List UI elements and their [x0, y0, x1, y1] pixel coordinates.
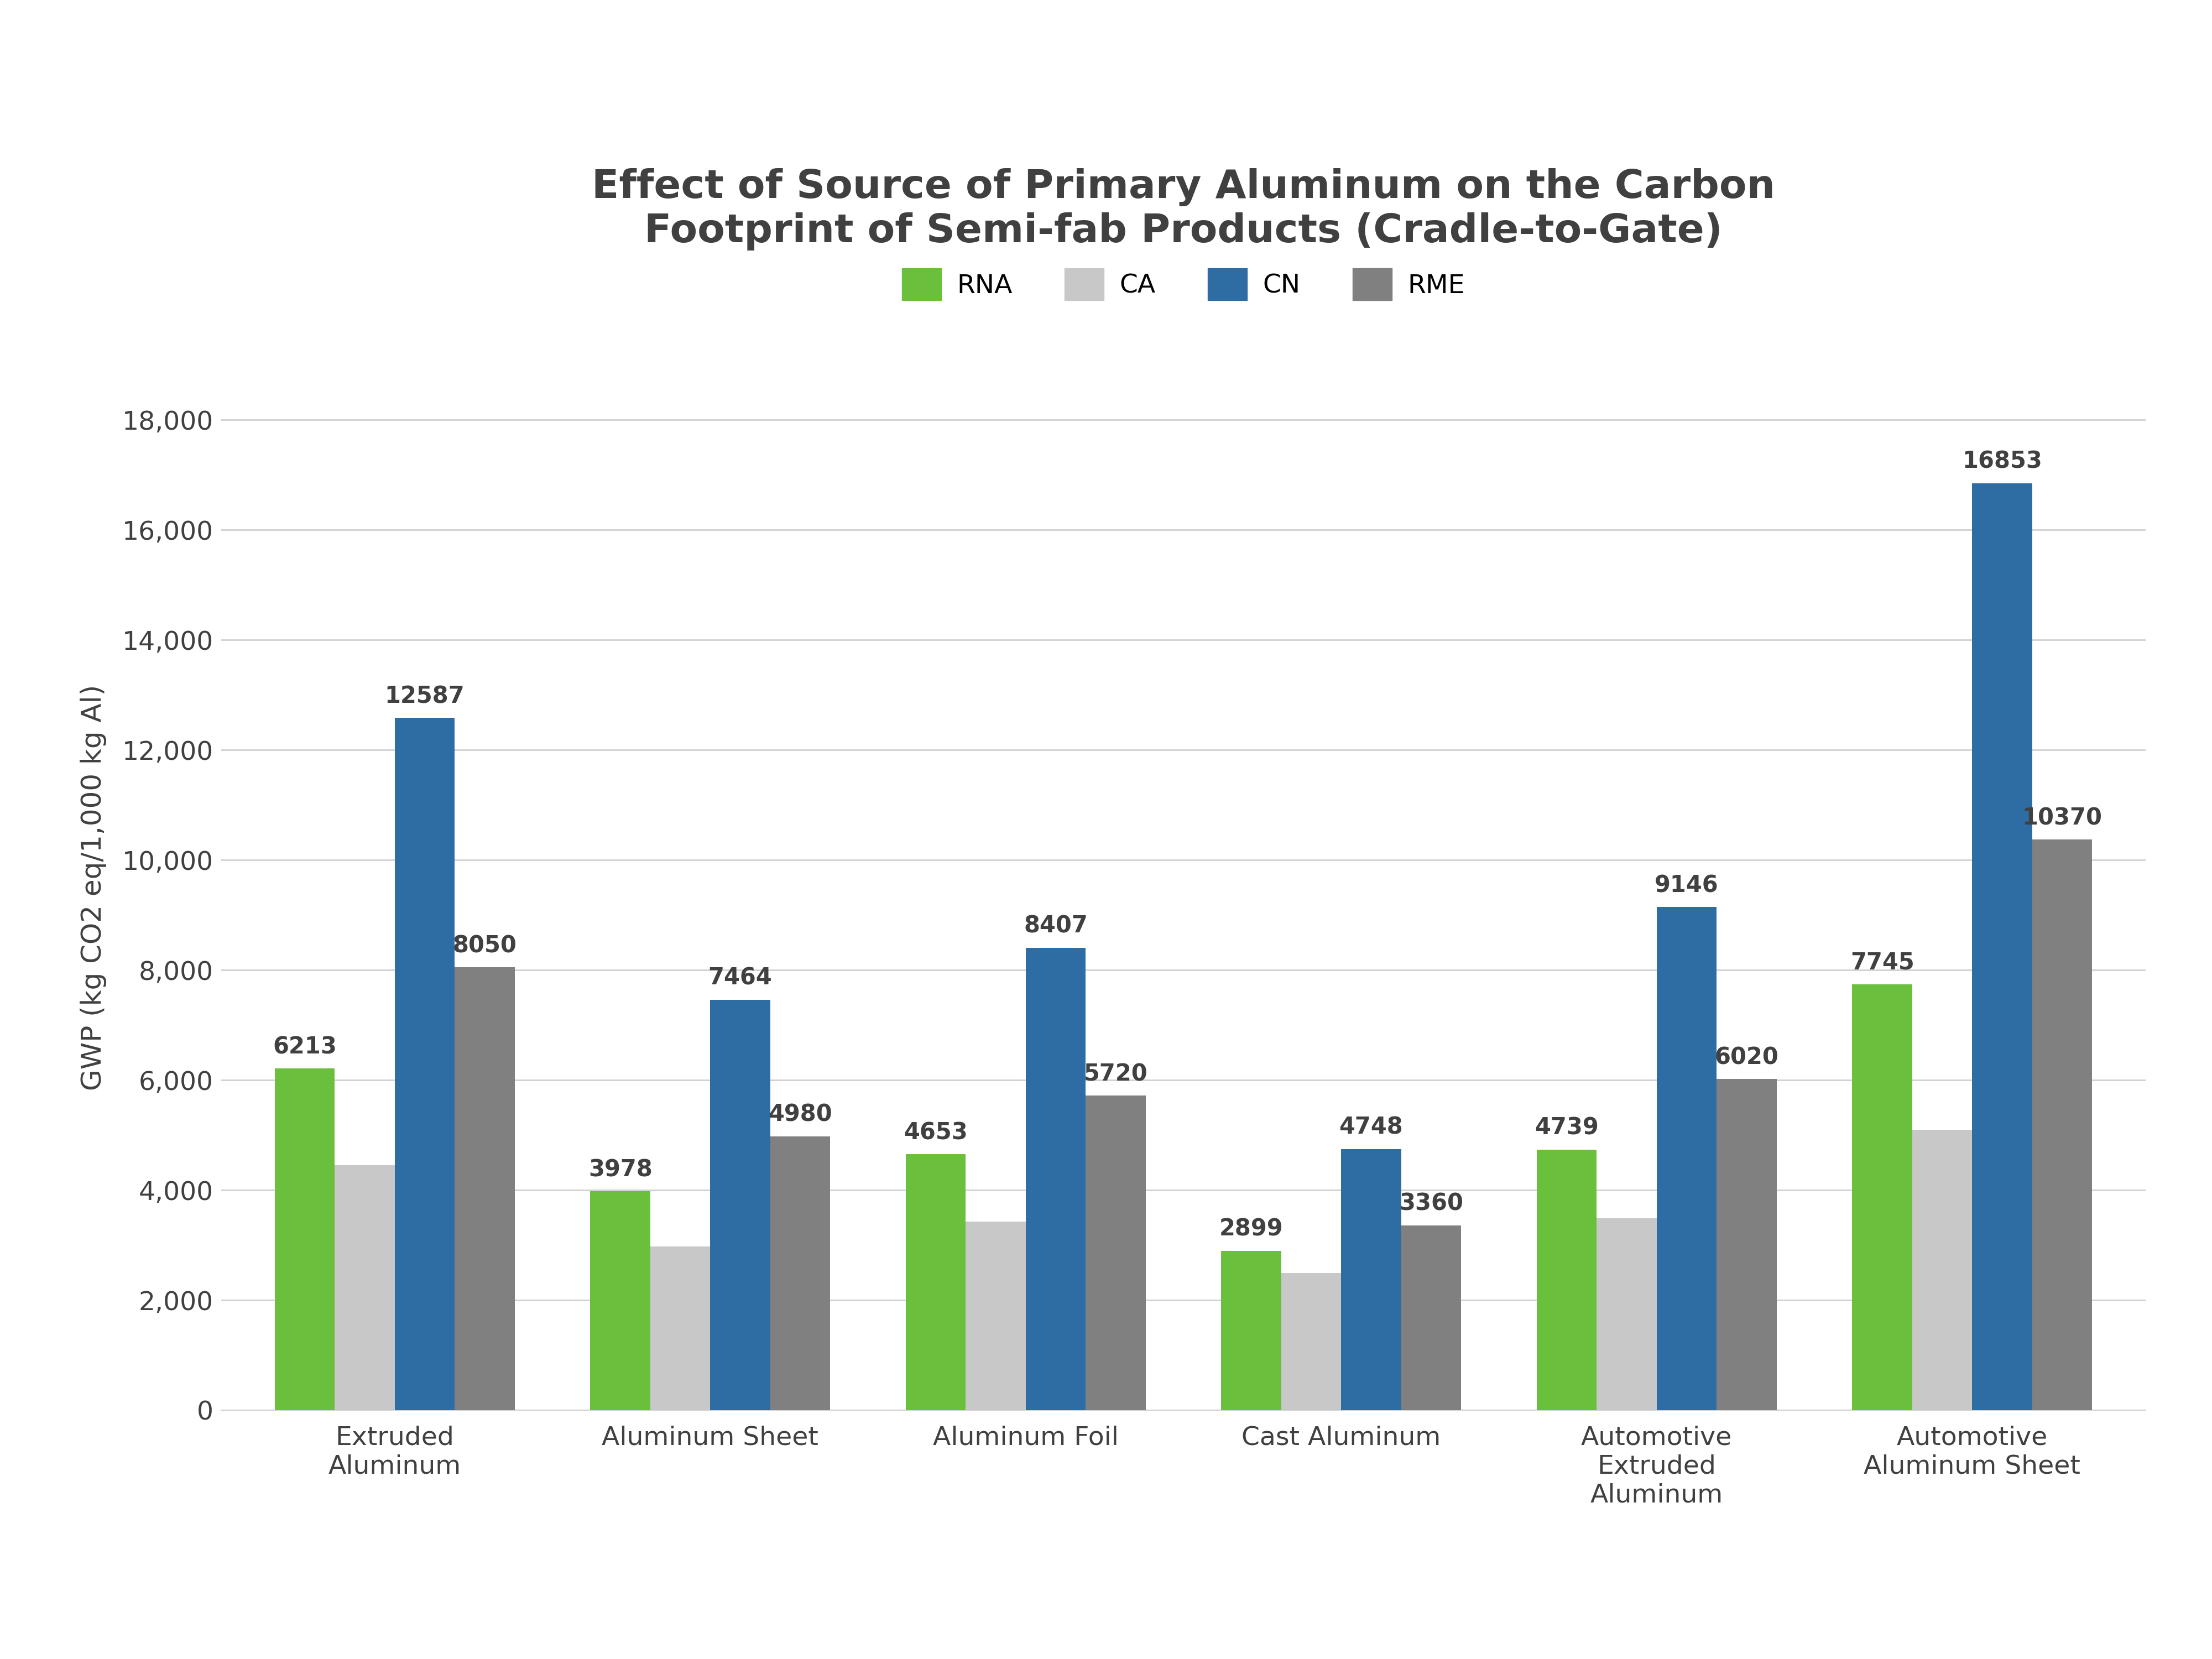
Bar: [274, 1068, 334, 1410]
Bar: [1657, 907, 1717, 1410]
Legend: RNA, CA, CN, RME: RNA, CA, CN, RME: [891, 257, 1475, 310]
Bar: [456, 967, 515, 1410]
Bar: [1281, 1272, 1340, 1410]
Text: 7464: 7464: [708, 967, 772, 990]
Text: 7745: 7745: [1849, 951, 1913, 974]
Text: 9146: 9146: [1655, 874, 1719, 898]
Text: 4653: 4653: [905, 1121, 969, 1145]
Bar: [2033, 839, 2093, 1410]
Bar: [905, 1155, 967, 1410]
Text: 6020: 6020: [1714, 1045, 1778, 1068]
Bar: [650, 1246, 710, 1410]
Title: Effect of Source of Primary Aluminum on the Carbon
Footprint of Semi-fab Product: Effect of Source of Primary Aluminum on …: [593, 168, 1774, 251]
Bar: [1340, 1150, 1400, 1410]
Y-axis label: GWP (kg CO2 eq/1,000 kg Al): GWP (kg CO2 eq/1,000 kg Al): [80, 685, 106, 1090]
Bar: [710, 1000, 770, 1410]
Bar: [394, 718, 456, 1410]
Bar: [1973, 483, 2033, 1410]
Bar: [1400, 1226, 1462, 1410]
Text: 3978: 3978: [588, 1158, 653, 1181]
Text: 12587: 12587: [385, 685, 465, 708]
Text: 4748: 4748: [1338, 1117, 1402, 1140]
Bar: [1026, 947, 1086, 1410]
Bar: [334, 1165, 394, 1410]
Bar: [1086, 1095, 1146, 1410]
Text: 8050: 8050: [453, 934, 518, 957]
Bar: [1221, 1251, 1281, 1410]
Bar: [1537, 1150, 1597, 1410]
Bar: [1911, 1130, 1973, 1410]
Text: 10370: 10370: [2022, 806, 2101, 830]
Text: 5720: 5720: [1084, 1062, 1148, 1085]
Bar: [1597, 1218, 1657, 1410]
Text: 4739: 4739: [1535, 1117, 1599, 1140]
Text: 16853: 16853: [1962, 450, 2042, 473]
Bar: [591, 1191, 650, 1410]
Text: 4980: 4980: [768, 1103, 832, 1126]
Bar: [770, 1136, 830, 1410]
Text: 2899: 2899: [1219, 1218, 1283, 1241]
Text: 8407: 8407: [1024, 914, 1088, 937]
Text: 6213: 6213: [272, 1035, 336, 1058]
Bar: [1717, 1078, 1776, 1410]
Text: 3360: 3360: [1398, 1193, 1462, 1216]
Bar: [1851, 984, 1911, 1410]
Bar: [967, 1221, 1026, 1410]
